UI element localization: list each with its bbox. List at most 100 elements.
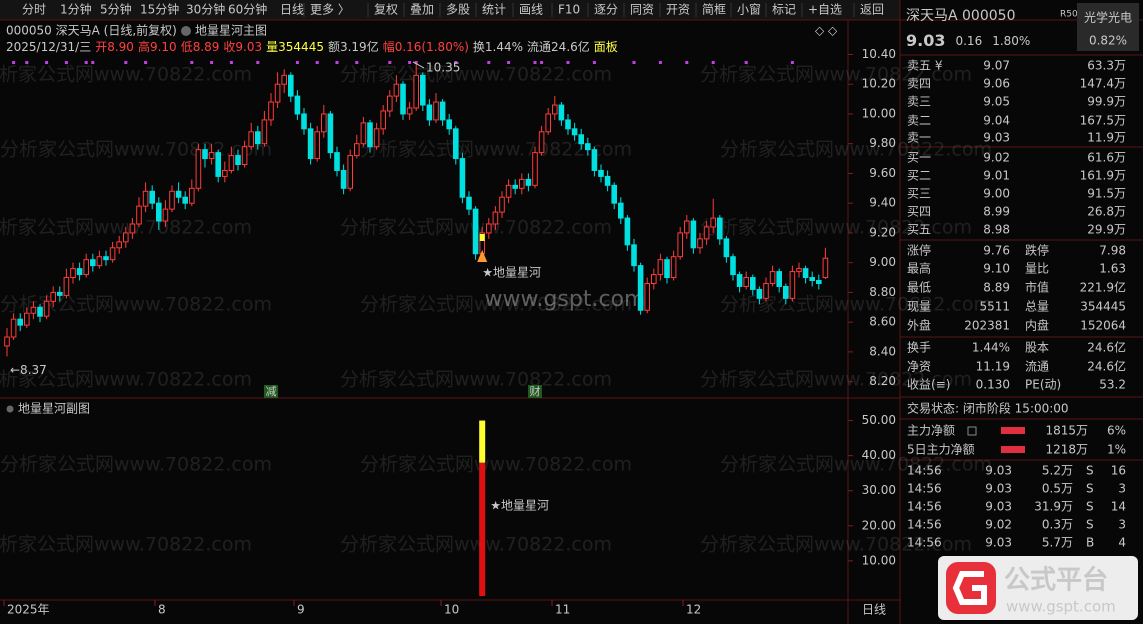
toolbar-button[interactable]: 开资 bbox=[666, 3, 690, 17]
y-tick-label: 8.20 bbox=[869, 374, 896, 388]
quote-info: 2025/12/31/三 bbox=[6, 40, 91, 54]
watermark: 分析家公式网www.70822.com bbox=[700, 369, 972, 391]
quote-info: 额3.19亿 bbox=[328, 39, 379, 54]
stat-label: 流通 bbox=[1025, 360, 1049, 374]
toolbar-button[interactable]: 叠加 bbox=[410, 3, 434, 17]
indicator-flag bbox=[256, 61, 260, 64]
toolbar-button[interactable]: 1分钟 bbox=[60, 2, 92, 17]
toolbar-button[interactable]: 复权 bbox=[374, 3, 398, 17]
chart-control[interactable]: ◇ ◇ bbox=[815, 24, 838, 38]
candle-body bbox=[512, 184, 519, 189]
toolbar-button[interactable]: 日线 bbox=[280, 3, 304, 17]
candle-body bbox=[783, 285, 789, 299]
toolbar-button[interactable]: 画线 bbox=[519, 3, 543, 17]
watermark: 分析家公式网www.70822.com bbox=[360, 454, 632, 476]
toolbar-button[interactable]: 多股 bbox=[446, 3, 470, 17]
price-change: 0.16 bbox=[955, 34, 982, 48]
candle-body bbox=[420, 74, 426, 106]
toolbar-button[interactable]: 30分钟 bbox=[186, 2, 225, 17]
y-tick-label: 30.00 bbox=[862, 483, 896, 497]
book-label: 买三 bbox=[907, 187, 931, 201]
indicator-flag bbox=[84, 61, 88, 64]
stat-label: 市值 bbox=[1025, 280, 1049, 295]
candle-body bbox=[334, 152, 340, 171]
candle-body bbox=[538, 131, 545, 154]
candle-body bbox=[90, 259, 96, 267]
candle-body bbox=[618, 202, 624, 219]
candle-body bbox=[684, 220, 690, 234]
candle-body bbox=[123, 232, 129, 243]
candle-body bbox=[697, 238, 703, 249]
candle-body bbox=[189, 187, 195, 204]
candle-body bbox=[809, 277, 816, 282]
candle-body bbox=[288, 74, 294, 97]
stat-value: 8.89 bbox=[983, 281, 1010, 295]
candle-body bbox=[525, 178, 532, 186]
toolbar-button[interactable]: 逐分 bbox=[594, 3, 618, 17]
flow-pct: 1% bbox=[1107, 443, 1126, 457]
quote-info: 高9.10 bbox=[138, 39, 177, 54]
toolbar-button[interactable]: 60分钟 bbox=[228, 2, 267, 17]
candle-body bbox=[380, 110, 386, 130]
low-label: ←8.37 bbox=[10, 363, 47, 377]
candle-body bbox=[340, 169, 347, 189]
candle-body bbox=[789, 271, 796, 299]
trade-count: 3 bbox=[1118, 518, 1126, 532]
indicator-flag bbox=[507, 61, 511, 64]
toolbar-button[interactable]: 简框 bbox=[702, 3, 726, 17]
toolbar-button[interactable]: 更多 〉 bbox=[310, 3, 350, 17]
toolbar-button[interactable]: 统计 bbox=[482, 3, 506, 17]
candle-body bbox=[446, 119, 452, 130]
toolbar-button[interactable]: 同资 bbox=[630, 3, 654, 17]
indicator-flag bbox=[487, 61, 491, 64]
indicator-flag bbox=[355, 61, 359, 64]
y-tick-label: 8.80 bbox=[869, 285, 896, 299]
book-price: 9.03 bbox=[983, 131, 1010, 145]
quote-info: 收9.03 bbox=[223, 40, 262, 54]
y-tick-label: 8.40 bbox=[869, 344, 896, 358]
candle-body bbox=[426, 104, 433, 121]
candle-body bbox=[103, 256, 109, 261]
indicator-icon bbox=[6, 405, 14, 413]
toolbar-button[interactable]: F10 bbox=[558, 3, 580, 17]
indicator-flag bbox=[790, 61, 794, 64]
candle-body bbox=[822, 257, 829, 279]
toolbar-button[interactable]: 5分钟 bbox=[100, 2, 132, 17]
candle-body bbox=[10, 318, 17, 338]
indicator-flag bbox=[533, 61, 537, 64]
candle-body bbox=[222, 169, 228, 177]
sector-change: 0.82% bbox=[1089, 34, 1127, 48]
book-price: 8.98 bbox=[983, 223, 1010, 237]
toolbar-button[interactable]: 15分钟 bbox=[140, 2, 179, 17]
watermark: 分析家公式网www.70822.com bbox=[700, 217, 972, 239]
candle-body bbox=[294, 95, 301, 115]
flow-amount: 1815万 bbox=[1045, 424, 1088, 438]
watermark: 分析家公式网www.70822.com bbox=[720, 454, 992, 476]
quote-info-line: 2025/12/31/三 开8.90 高9.10 低8.89 收9.03 量354445 额… bbox=[6, 39, 618, 54]
toolbar-button[interactable]: 标记 bbox=[772, 3, 796, 17]
toolbar-button[interactable]: +自选 bbox=[808, 3, 842, 17]
candle-body bbox=[149, 190, 155, 204]
x-tick-label: 11 bbox=[555, 603, 570, 617]
candle-body bbox=[268, 101, 274, 121]
candle-body bbox=[57, 291, 63, 296]
stat-label: 最高 bbox=[907, 261, 931, 276]
candle-body bbox=[241, 146, 248, 166]
toolbar-button[interactable]: 小窗 bbox=[737, 3, 761, 17]
toolbar-button[interactable]: 返回 bbox=[860, 3, 884, 17]
y-tick-label: 40.00 bbox=[862, 448, 896, 462]
candle-body bbox=[156, 202, 162, 222]
y-tick-label: 10.00 bbox=[862, 553, 896, 567]
candle-body bbox=[664, 259, 670, 279]
candle-body bbox=[400, 83, 406, 115]
candle-body bbox=[406, 107, 413, 115]
candle-body bbox=[76, 268, 83, 276]
stat-label: 总量 bbox=[1025, 300, 1049, 314]
trade-side: S bbox=[1086, 482, 1094, 496]
candle-body bbox=[195, 149, 202, 189]
bar-segment bbox=[479, 462, 486, 596]
toolbar-button[interactable]: 分时 bbox=[22, 3, 46, 17]
price-line: 9.03 0.16 1.80% bbox=[906, 31, 1030, 50]
stat-label: 内盘 bbox=[1025, 318, 1049, 333]
quote-info: 面板 bbox=[594, 40, 618, 54]
